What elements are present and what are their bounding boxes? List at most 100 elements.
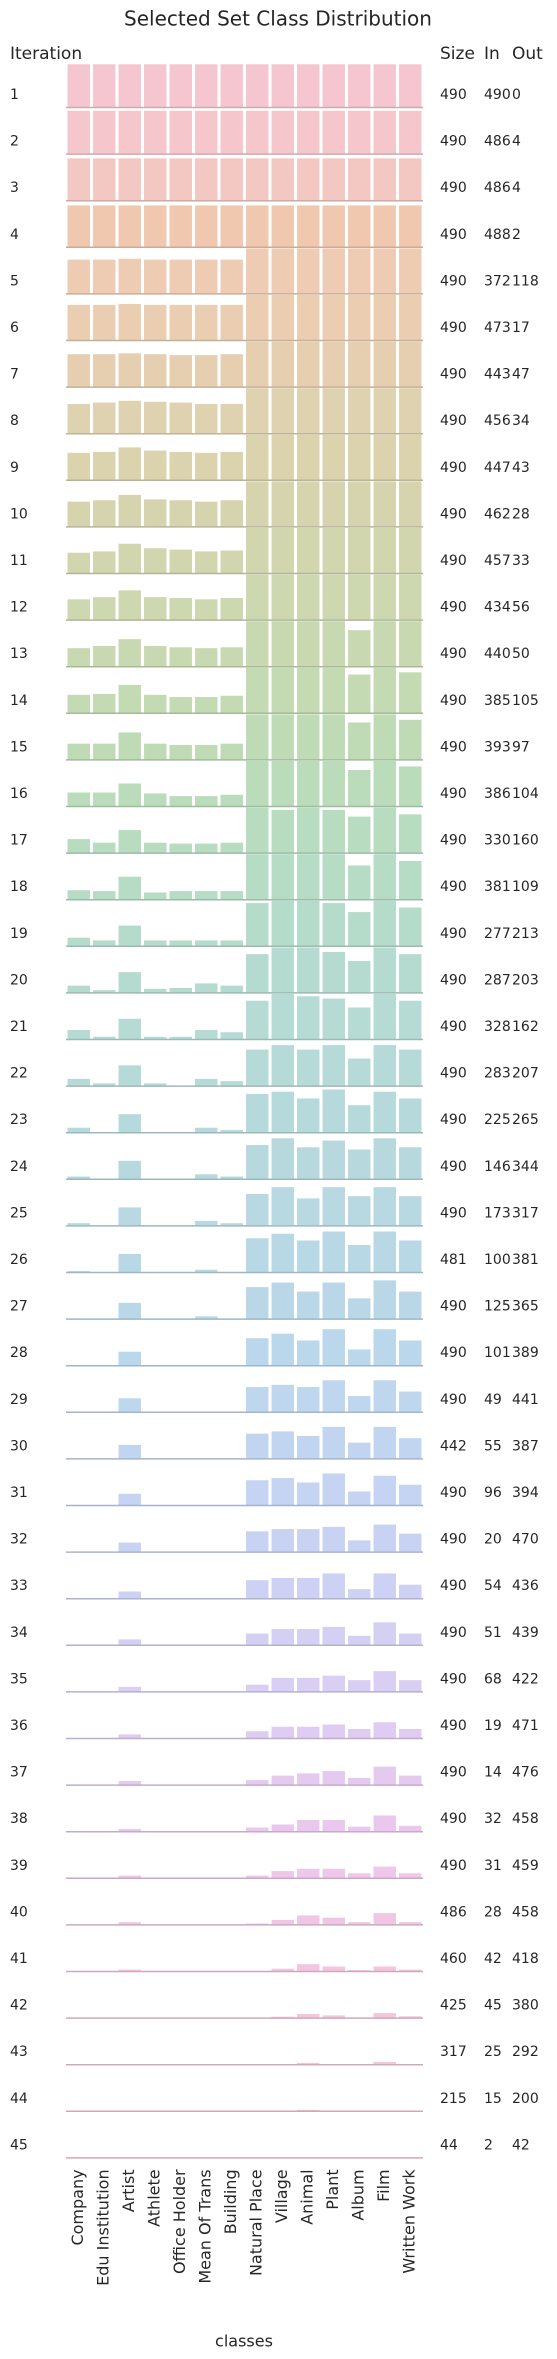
size-value: 490 [440,1392,467,1408]
out-value: 28 [512,506,530,522]
bar [373,1426,396,1459]
iteration-label: 2 [10,134,19,150]
x-tick-label: Animal [298,2169,317,2224]
bar [297,2014,320,2018]
bar [144,548,167,573]
bar [271,2016,294,2018]
size-value: 442 [440,1438,467,1454]
bar [169,1036,192,1039]
bar [297,761,320,806]
iteration-label: 19 [10,926,28,942]
bar [322,110,345,154]
size-value: 460 [440,1951,467,1967]
bar [246,1580,269,1599]
bar [246,1000,269,1039]
iteration-label: 43 [10,2044,28,2060]
bar [348,816,371,853]
in-value: 434 [484,600,511,616]
bar [246,388,269,434]
bar [297,388,320,434]
bar [195,1316,218,1319]
bar [271,1384,294,1412]
bar [373,667,396,713]
bar [297,295,320,340]
bar [67,259,90,294]
bar [348,205,371,247]
bar [246,1684,269,1692]
bar [373,714,396,760]
out-value: 105 [512,693,539,709]
out-value: 56 [512,600,530,616]
size-value: 486 [440,1904,467,1920]
out-value: 42 [512,2137,530,2153]
bar [399,907,422,946]
out-value: 380 [512,1998,539,2014]
bar [322,1626,345,1645]
bar [373,1524,396,1552]
bar [322,295,345,340]
bar [195,259,218,294]
bar [93,110,116,154]
bar [348,295,371,340]
bar [399,205,422,247]
bar [195,745,218,760]
iteration-label: 42 [10,1998,28,2014]
out-value: 34 [512,413,530,429]
bar [220,304,243,340]
iteration-label: 41 [10,1951,28,1967]
bar [246,1193,269,1226]
bar [297,1482,320,1505]
bar [246,158,269,201]
bar [348,1298,371,1319]
bar [67,1176,90,1179]
bar [348,1589,371,1599]
bar [322,714,345,760]
out-value: 470 [512,1532,539,1548]
bar [297,434,320,480]
bar [220,451,243,480]
in-value: 486 [484,180,511,196]
bar [271,947,294,993]
in-value: 19 [484,1718,502,1734]
iteration-label: 22 [10,1066,28,1082]
bar [246,64,269,107]
bar [195,1220,218,1226]
bar [195,304,218,340]
bar [373,528,396,573]
bar [220,695,243,713]
bar [67,985,90,993]
bar [118,1302,141,1319]
in-value: 14 [484,1765,502,1781]
bar [67,110,90,154]
bar [373,1766,396,1785]
bar [399,1098,422,1133]
bar [271,574,294,620]
bar [373,1573,396,1599]
bar [348,1873,371,1878]
bar [373,1866,396,1878]
bar [322,158,345,201]
bar [246,1049,269,1086]
bar [297,1387,320,1412]
bar [373,761,396,806]
bar [322,761,345,806]
out-value: 389 [512,1345,539,1361]
bar [322,1045,345,1086]
bar [118,684,141,713]
bar [322,1917,345,1925]
iteration-label: 23 [10,1112,28,1128]
in-value: 49 [484,1392,502,1408]
bar [169,987,192,993]
bar [118,1207,141,1226]
bar [271,248,294,294]
bar [297,481,320,527]
bar [322,388,345,434]
bar [118,1969,141,1971]
size-value: 490 [440,1205,467,1221]
bar [348,1680,371,1692]
bar [399,1049,422,1086]
bar [399,1340,422,1366]
bar [348,248,371,294]
bar [246,621,269,667]
out-value: 160 [512,833,539,849]
